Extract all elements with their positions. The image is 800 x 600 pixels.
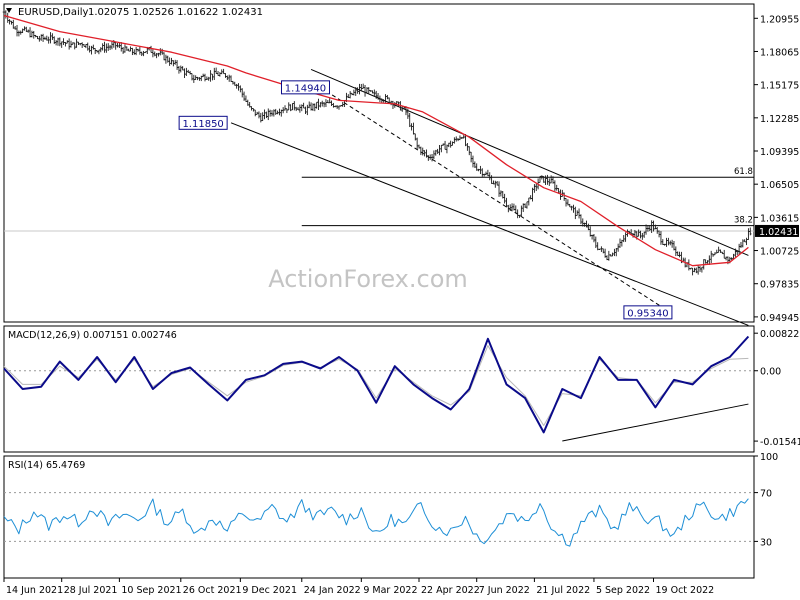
rsi-series: RSI(14) 65.4769 <box>3 460 749 547</box>
x-tick-label: 21 Jul 2022 <box>536 585 590 596</box>
price-annotation-box <box>280 80 330 95</box>
price-y-tick-label: 1.03615 <box>760 213 799 224</box>
x-tick-label: 24 Jan 2022 <box>304 585 361 596</box>
macd-y-tick-label: 0.008225 <box>760 329 800 340</box>
price-annotation-label: 0.95340 <box>627 308 668 319</box>
current-price-label: 1.02431 <box>759 227 798 238</box>
macd-y-tick-label: 0.00 <box>760 367 781 378</box>
x-axis-labels: 14 Jun 2021 28 Jul 2021 10 Sep 2021 26 Oct … <box>3 578 715 596</box>
macd-line <box>3 335 750 434</box>
x-tick-label: 14 Jun 2021 <box>6 585 63 596</box>
rsi-y-tick-label: 30 <box>760 537 772 548</box>
macd-trendline <box>562 403 749 442</box>
x-tick-label: 5 Sep 2022 <box>596 585 650 596</box>
price-y-tick-label: 1.18065 <box>760 47 799 58</box>
x-tick-label: 7 Jun 2022 <box>479 585 530 596</box>
watermark-text: ActionForex.com <box>268 265 468 293</box>
x-tick-label: 10 Sep 2021 <box>121 585 181 596</box>
macd-series: MACD(12,26,9) 0.007151 0.002746 <box>3 330 750 442</box>
rsi-y-tick-label: 70 <box>760 489 772 500</box>
price-panel-frame <box>3 3 755 323</box>
price-y-tick-label: 1.12285 <box>760 114 799 125</box>
y-axis-labels: 1.20955 1.18065 1.15175 1.12285 1.09395 1.065… <box>754 14 800 548</box>
panel-frames <box>3 3 755 579</box>
x-tick-label: 9 Mar 2022 <box>363 585 417 596</box>
annotations: 1.14940 1.11850 0.95340 <box>178 80 673 320</box>
price-y-tick-label: 1.06505 <box>760 180 799 191</box>
price-annotation-label: 1.11850 <box>182 119 223 130</box>
fib-level-label: 61.8 <box>734 167 753 177</box>
price-y-tick-label: 1.09395 <box>760 147 799 158</box>
macd-panel-frame <box>3 325 755 453</box>
x-tick-label: 19 Oct 2022 <box>656 585 715 596</box>
price-annotation-box <box>178 115 228 130</box>
chart-ohlc: 1.02075 1.02526 1.01622 1.02431 <box>88 7 263 18</box>
channel-lower-line <box>230 122 749 326</box>
chart-symbol: EURUSD,Daily <box>18 7 89 18</box>
symbol-marker-icon <box>6 8 12 13</box>
price-annotation-box <box>623 305 673 320</box>
fib-level-label: 38.2 <box>734 216 753 226</box>
price-y-tick-label: 1.20955 <box>760 14 799 25</box>
price-y-tick-label: 0.94945 <box>760 313 799 324</box>
current-price-badge <box>755 224 799 237</box>
macd-title: MACD(12,26,9) 0.007151 0.002746 <box>8 330 177 341</box>
x-tick-label: 28 Jul 2021 <box>64 585 118 596</box>
price-y-tick-label: 1.15175 <box>760 81 799 92</box>
x-tick-label: 22 Apr 2022 <box>421 585 480 596</box>
macd-signal-line <box>3 345 749 426</box>
rsi-y-tick-label: 100 <box>760 452 778 463</box>
rsi-line <box>3 498 749 547</box>
price-y-tick-label: 1.00725 <box>760 247 799 258</box>
x-tick-label: 26 Oct 2021 <box>183 585 242 596</box>
dashed-trend-line <box>320 86 671 313</box>
price-y-tick-label: 0.97835 <box>760 280 799 291</box>
grid-lines: 61.8 38.2 <box>4 167 754 542</box>
rsi-panel-frame <box>3 455 755 579</box>
price-series <box>2 9 752 326</box>
price-annotation-label: 1.14940 <box>285 83 326 94</box>
rsi-title: RSI(14) 65.4769 <box>8 460 85 471</box>
channel-upper-line <box>310 68 749 256</box>
moving-average-line <box>3 14 749 267</box>
x-tick-label: 9 Dec 2021 <box>242 585 297 596</box>
